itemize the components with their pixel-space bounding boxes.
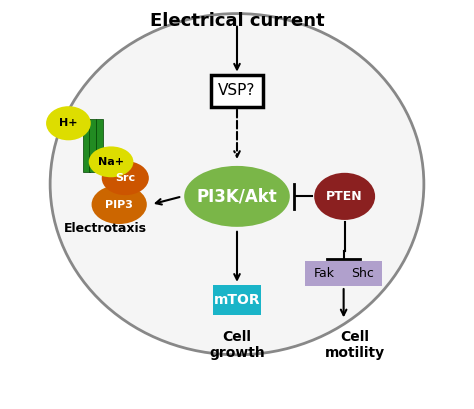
FancyBboxPatch shape bbox=[96, 119, 103, 173]
Ellipse shape bbox=[91, 185, 147, 224]
Text: Na+: Na+ bbox=[98, 157, 124, 167]
Text: Shc: Shc bbox=[352, 267, 374, 280]
Text: PIP3: PIP3 bbox=[105, 200, 133, 209]
Text: Electrotaxis: Electrotaxis bbox=[64, 222, 146, 235]
FancyBboxPatch shape bbox=[89, 119, 96, 173]
Text: mTOR: mTOR bbox=[214, 293, 260, 307]
FancyBboxPatch shape bbox=[82, 119, 90, 173]
Ellipse shape bbox=[46, 106, 91, 140]
FancyBboxPatch shape bbox=[305, 261, 344, 286]
Text: VSP?: VSP? bbox=[219, 83, 255, 98]
Ellipse shape bbox=[89, 146, 133, 177]
FancyBboxPatch shape bbox=[210, 74, 264, 107]
Text: Fak: Fak bbox=[314, 267, 335, 280]
Ellipse shape bbox=[102, 161, 149, 195]
Ellipse shape bbox=[50, 13, 424, 355]
Text: PI3K/Akt: PI3K/Akt bbox=[197, 187, 277, 205]
Text: H+: H+ bbox=[59, 118, 78, 128]
FancyBboxPatch shape bbox=[213, 285, 261, 315]
Ellipse shape bbox=[314, 173, 375, 220]
Text: Electrical current: Electrical current bbox=[150, 11, 324, 29]
Text: Cell
growth: Cell growth bbox=[209, 330, 265, 360]
Text: PTEN: PTEN bbox=[326, 190, 363, 203]
Text: Src: Src bbox=[115, 173, 136, 183]
Ellipse shape bbox=[184, 166, 290, 227]
FancyBboxPatch shape bbox=[344, 261, 382, 286]
Text: Cell
motility: Cell motility bbox=[325, 330, 385, 360]
